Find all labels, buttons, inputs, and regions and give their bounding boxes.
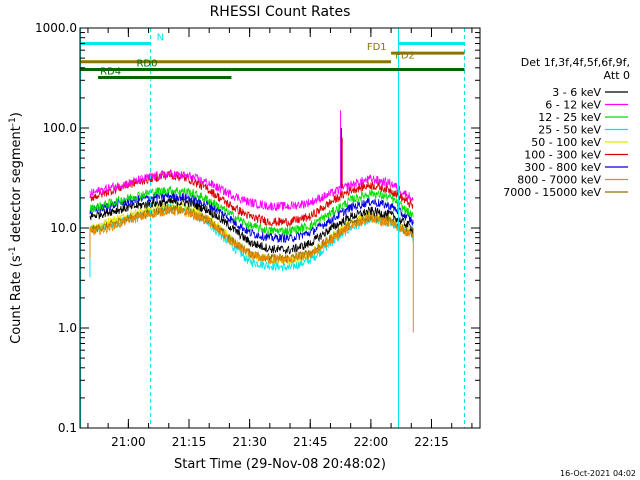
legend-label-7: 800 - 7000 keV <box>517 174 601 187</box>
legend-label-6: 300 - 800 keV <box>524 161 601 174</box>
flag-label-0: N <box>157 32 164 43</box>
flag-label-2: FD2 <box>395 51 415 62</box>
legend-label-4: 50 - 100 keV <box>531 136 601 149</box>
footer-timestamp: 16-Oct-2021 04:02 <box>560 469 636 478</box>
series-line-1 <box>89 169 414 211</box>
legend-title-line2: Att 0 <box>604 69 630 82</box>
flag-label-4: RD4 <box>100 66 121 77</box>
legend-label-8: 7000 - 15000 keV <box>503 186 601 199</box>
series-line-7 <box>89 205 414 265</box>
x-tick-label-4: 22:00 <box>354 435 389 449</box>
legend-title-line1: Det 1f,3f,4f,5f,6f,9f, <box>521 56 630 69</box>
x-tick-label-1: 21:15 <box>172 435 207 449</box>
y-tick-label-0: 0.1 <box>58 421 77 435</box>
series-line-6 <box>89 191 414 243</box>
legend: Det 1f,3f,4f,5f,6f,9f, Att 0 25 - 50 keV… <box>503 56 630 199</box>
legend-label-0: 3 - 6 keV <box>552 86 601 99</box>
flag-label-1: FD1 <box>367 42 387 53</box>
x-tick-label-0: 21:00 <box>111 435 146 449</box>
y-axis-label-sup2: -1 <box>8 117 18 126</box>
x-tick-label-3: 21:45 <box>293 435 328 449</box>
y-tick-label-1: 1.0 <box>58 321 77 335</box>
legend-label-2: 12 - 25 keV <box>538 111 601 124</box>
series-line-0 <box>89 197 414 255</box>
y-axis-label-main: Count Rate (s <box>9 255 24 344</box>
x-axis-label: Start Time (29-Nov-08 20:48:02) <box>174 457 386 472</box>
y-axis-label-end: ) <box>9 112 24 117</box>
x-tick-label-2: 21:30 <box>232 435 267 449</box>
flag-label-3: RD0 <box>136 58 157 69</box>
y-tick-label-4: 1000.0 <box>35 21 77 35</box>
x-tick-label-5: 22:15 <box>414 435 449 449</box>
y-tick-label-2: 10.0 <box>50 221 77 235</box>
chart-title: RHESSI Count Rates <box>210 4 351 20</box>
y-axis-label-sup1: -1 <box>8 246 18 255</box>
legend-label-5: 100 - 300 keV <box>524 149 601 162</box>
y-tick-label-3: 100.0 <box>43 121 77 135</box>
y-axis-label-mid: detector segment <box>9 126 24 246</box>
y-axis-label: Count Rate (s-1 detector segment-1) <box>8 112 24 344</box>
legend-label-1: 6 - 12 keV <box>545 99 601 112</box>
plot-area: N FD1 FD2 RD0 RD4 <box>80 28 466 428</box>
axes: 0.1 1.0 10.0 100.0 1000.0 21:00 21:15 21:30 21:4… <box>35 21 481 449</box>
legend-label-3: 25 - 50 keV <box>538 124 601 137</box>
series-line-2 <box>89 185 414 236</box>
